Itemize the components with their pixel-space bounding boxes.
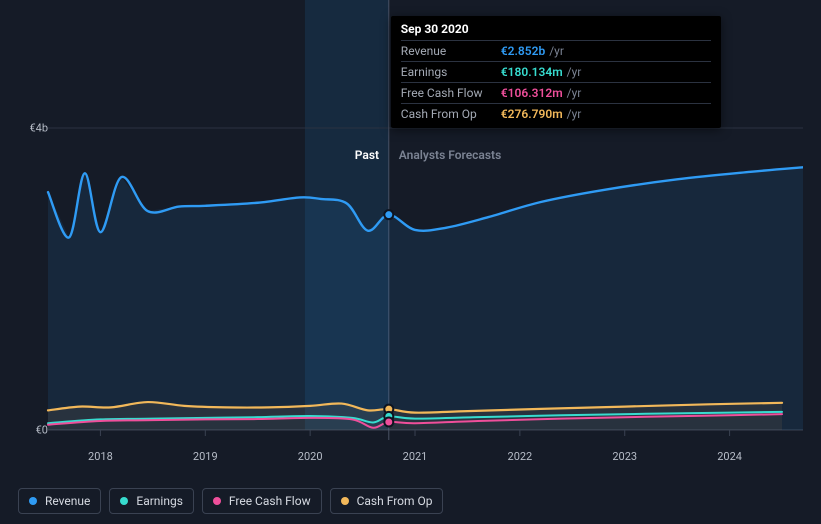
tooltip-row: Revenue€2.852b/yr [401,40,711,61]
legend-label: Cash From Op [357,494,433,508]
tooltip-row-value: €180.134m [501,65,563,79]
tooltip-row-unit: /yr [567,86,582,100]
tooltip-row-label: Revenue [401,44,501,58]
x-axis-label: 2019 [193,450,218,463]
tooltip-row-value: €2.852b [501,44,545,58]
financial-chart[interactable]: €0€4b 2018201920202021202220232024 Past … [18,0,803,470]
tooltip-date: Sep 30 2020 [401,22,711,40]
x-axis-label: 2022 [508,450,533,463]
tooltip-row-label: Free Cash Flow [401,86,501,100]
tooltip-row: Free Cash Flow€106.312m/yr [401,82,711,103]
tooltip-row-value: €276.790m [501,107,563,121]
chart-tooltip: Sep 30 2020 Revenue€2.852b/yrEarnings€18… [391,16,721,128]
legend-dot-icon [213,497,221,505]
tooltip-row-unit: /yr [567,107,582,121]
x-axis-label: 2021 [403,450,428,463]
legend: Revenue Earnings Free Cash Flow Cash From O… [18,488,443,514]
x-axis-label: 2024 [717,450,742,463]
legend-dot-icon [29,497,37,505]
legend-dot-icon [341,497,349,505]
legend-item-earnings[interactable]: Earnings [109,488,194,514]
legend-label: Free Cash Flow [229,494,311,508]
x-axis-label: 2023 [612,450,637,463]
tooltip-row-value: €106.312m [501,86,563,100]
tooltip-row-label: Cash From Op [401,107,501,121]
forecast-region-label: Analysts Forecasts [399,148,501,162]
legend-dot-icon [120,497,128,505]
tooltip-row-unit: /yr [567,65,582,79]
y-axis-label: €0 [36,424,48,437]
x-axis-label: 2020 [298,450,323,463]
legend-label: Revenue [45,494,90,508]
tooltip-row-label: Earnings [401,65,501,79]
y-axis-label: €4b [29,122,48,135]
tooltip-row: Cash From Op€276.790m/yr [401,103,711,124]
tooltip-row-unit: /yr [549,44,564,58]
legend-item-cash_from_op[interactable]: Cash From Op [330,488,444,514]
past-region-label: Past [355,148,379,162]
legend-label: Earnings [136,494,183,508]
tooltip-row: Earnings€180.134m/yr [401,61,711,82]
legend-item-free_cash_flow[interactable]: Free Cash Flow [202,488,322,514]
x-axis-label: 2018 [88,450,113,463]
legend-item-revenue[interactable]: Revenue [18,488,101,514]
